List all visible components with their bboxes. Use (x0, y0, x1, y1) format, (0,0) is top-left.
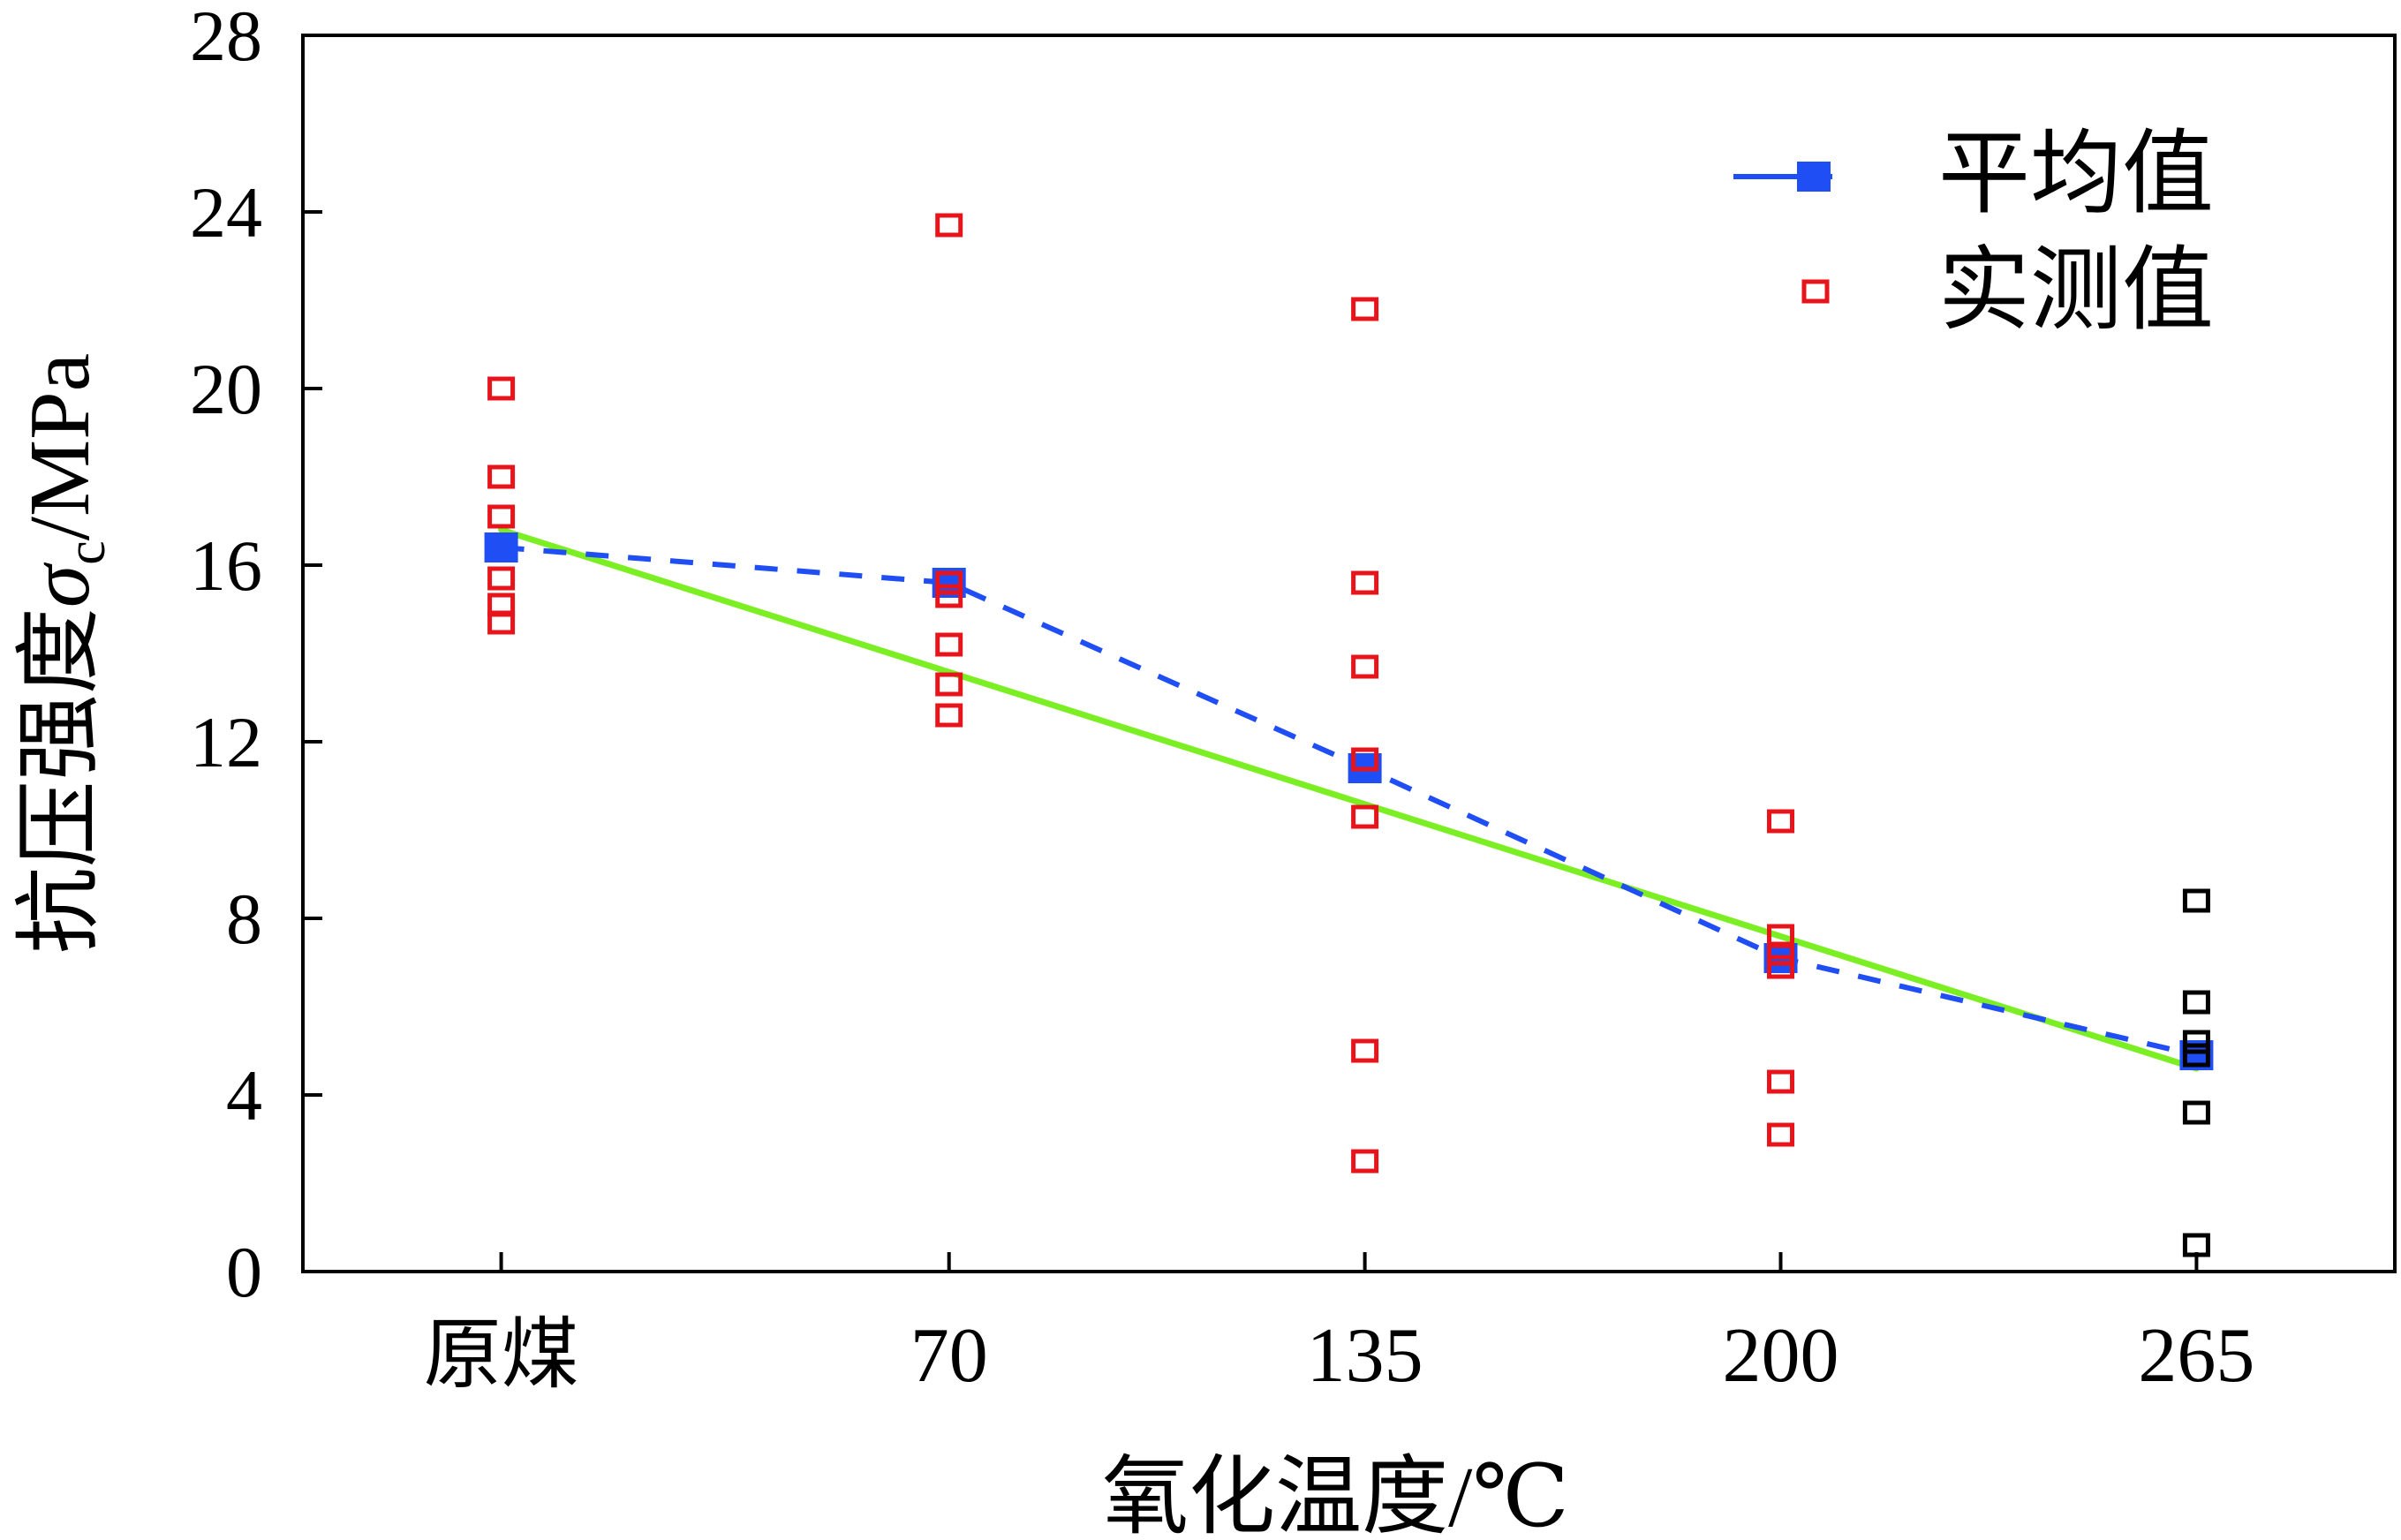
legend-mean-marker (1797, 162, 1831, 192)
x-tick-label: 原煤 (424, 1313, 579, 1399)
measured-point (1351, 297, 1379, 321)
y-tick-label: 28 (190, 0, 262, 76)
measured-points-layer (487, 213, 2210, 1257)
plot-frame (301, 34, 2397, 1273)
x-tick-label: 265 (2138, 1313, 2254, 1399)
measured-point (487, 464, 516, 489)
y-tick-label: 0 (226, 1232, 262, 1312)
measured-point (487, 504, 516, 529)
mean-point (484, 532, 518, 562)
measured-point (935, 632, 963, 657)
x-tick-label: 135 (1307, 1313, 1423, 1399)
measured-point (487, 566, 516, 591)
measured-point (1767, 1069, 1795, 1094)
measured-point-black (2182, 1233, 2210, 1257)
trendline-layer (498, 526, 2200, 1072)
measured-point (935, 584, 963, 608)
measured-point (1351, 570, 1379, 595)
measured-point-black (2182, 1100, 2210, 1125)
measured-point (487, 376, 516, 401)
measured-point (1351, 747, 1379, 772)
x-axis-label: 氧化温度/℃ (1102, 1450, 1569, 1540)
x-tick-label: 200 (1723, 1313, 1839, 1399)
y-tick-label: 20 (190, 349, 262, 429)
measured-point-black (2182, 888, 2210, 913)
measured-point (1767, 809, 1795, 834)
measured-point (1351, 1149, 1379, 1174)
measured-point (1351, 654, 1379, 679)
y-tick-label: 8 (226, 879, 262, 959)
axis-labels: 氧化温度/℃ 抗压强度σc/MPa (12, 353, 1569, 1540)
measured-point (935, 570, 963, 595)
measured-point (1767, 941, 1795, 966)
measured-point (1767, 955, 1795, 979)
axes: 0 4 8 12 16 20 24 28 原煤 70 135 200 265 (190, 0, 2397, 1399)
measured-point (487, 610, 516, 635)
measured-point (935, 213, 963, 238)
x-tick-label: 70 (910, 1313, 988, 1399)
measured-point (935, 703, 963, 728)
legend-measured-label: 实测值 (1938, 240, 2214, 342)
y-tick-label: 16 (190, 525, 262, 606)
measured-point (1351, 1038, 1379, 1063)
measured-point (1767, 1122, 1795, 1147)
legend-mean-label: 平均值 (1938, 124, 2214, 225)
measured-point-black (2182, 1030, 2210, 1054)
measured-point-black (2182, 1043, 2210, 1068)
y-tick-label: 24 (190, 172, 262, 253)
y-axis-label: 抗压强度σc/MPa (12, 353, 117, 954)
y-tick-label: 4 (226, 1055, 262, 1136)
legend-measured-marker (1801, 279, 1830, 304)
y-tick-label: 12 (190, 702, 262, 782)
measured-point-black (2182, 990, 2210, 1015)
measured-point (1351, 804, 1379, 829)
fit-trendline (498, 526, 2200, 1072)
measured-point (935, 672, 963, 697)
